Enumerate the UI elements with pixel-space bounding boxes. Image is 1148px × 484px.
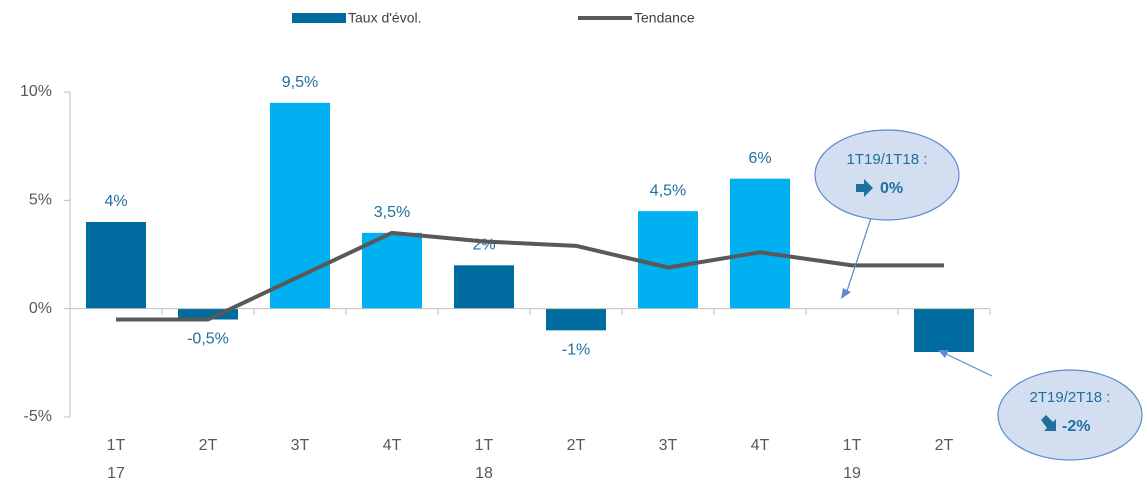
data-label: 4,5% <box>650 182 686 199</box>
arrow-icon <box>1041 415 1056 431</box>
x-tick-label: 2T <box>935 437 954 454</box>
callout-value: -2% <box>1062 418 1090 435</box>
data-label: 4% <box>104 193 127 210</box>
arrow-head <box>938 350 949 358</box>
y-tick-label: -5% <box>24 408 52 425</box>
x-group-label: 19 <box>843 465 861 482</box>
x-tick-label: 2T <box>199 437 218 454</box>
x-group-label: 17 <box>107 465 125 482</box>
callout-title: 1T19/1T18 : <box>847 151 928 168</box>
trend-line <box>116 230 944 322</box>
callout-value: 0% <box>880 180 903 197</box>
y-tick-label: 0% <box>29 300 52 317</box>
bar <box>730 178 790 309</box>
x-tick-label: 4T <box>383 437 402 454</box>
legend-label: Taux d'évol. <box>348 10 422 26</box>
bar <box>86 222 146 309</box>
data-label: -1% <box>562 342 590 359</box>
callout-1: 1T19/1T18 : 0% <box>814 129 960 299</box>
x-tick-label: 3T <box>291 437 310 454</box>
legend-label: Tendance <box>634 10 695 26</box>
x-tick-label: 3T <box>659 437 678 454</box>
x-tick-label: 1T <box>843 437 862 454</box>
x-tick-label: 1T <box>475 437 494 454</box>
x-group-label: 18 <box>475 465 493 482</box>
bar <box>178 308 238 320</box>
callout-bubble <box>997 369 1143 461</box>
bar <box>546 308 606 331</box>
data-label: 6% <box>748 150 771 167</box>
bar <box>638 211 698 309</box>
x-tick-label: 1T <box>107 437 126 454</box>
callout-title: 2T19/2T18 : <box>1030 389 1111 406</box>
bar <box>914 308 974 352</box>
data-label: 3,5% <box>374 204 410 221</box>
data-label: 9,5% <box>282 74 318 91</box>
y-tick-label: 5% <box>29 192 52 209</box>
callout-2: 2T19/2T18 : -2% <box>938 350 1143 461</box>
y-tick-label: 10% <box>20 83 52 100</box>
callout-bubble <box>814 129 960 221</box>
legend-swatch <box>292 13 346 23</box>
callout-pointer <box>943 352 993 377</box>
data-label: -0,5% <box>187 331 229 348</box>
callout-pointer <box>845 214 873 295</box>
bar <box>362 232 422 309</box>
arrow-icon <box>856 179 873 197</box>
x-tick-label: 4T <box>751 437 770 454</box>
bar <box>454 265 514 309</box>
x-tick-label: 2T <box>567 437 586 454</box>
arrow-head <box>841 288 851 299</box>
